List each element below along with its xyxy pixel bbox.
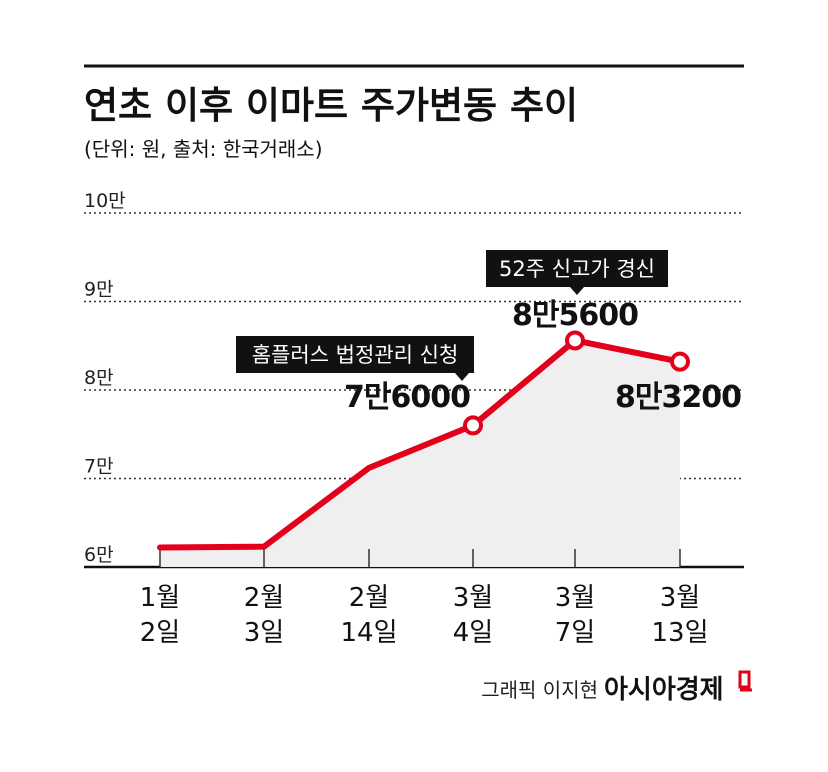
graphic-credit: 그래픽 이지현 [481,678,598,702]
x-label-month: 1월 [140,583,180,613]
y-tick-label: 8만 [84,367,114,389]
value-labels-layer: 7만6000 8만5600 8만3200 [344,298,742,415]
y-tick-label: 9만 [84,279,114,301]
callout-box [486,250,668,287]
x-label-day: 13일 [651,618,708,648]
data-value-label: 7만6000 [344,380,470,415]
chart-subtitle: (단위: 원, 출처: 한국거래소) [84,137,323,161]
data-point-marker [565,330,585,351]
x-label-month: 2월 [244,583,284,613]
data-point-marker [670,351,690,372]
callout-pointer [570,287,584,295]
x-label-day: 14일 [340,618,397,648]
x-label-month: 3월 [555,583,595,613]
data-point-marker [463,415,483,436]
x-label-month: 2월 [349,583,389,613]
x-label-month: 3월 [453,583,493,613]
x-tick-marks [159,549,681,567]
y-tick-label: 10만 [84,190,126,212]
callouts-layer: 홈플러스 법정관리 신청 52주 신고가 경신 [236,250,668,381]
y-tick-label: 7만 [84,456,114,478]
brand-logo: 아시아경제 [604,675,724,705]
series-line [157,337,683,551]
x-label-day: 4일 [453,618,493,648]
data-value-label: 8만3200 [615,380,741,415]
callout-pointer [455,373,469,381]
x-label-day: 3일 [244,618,284,648]
x-label-day: 7일 [555,618,595,648]
chart-title: 연초 이후 이마트 주가변동 추이 [84,84,578,127]
annotation-callout: 홈플러스 법정관리 신청 [236,336,474,381]
x-labels-layer: 1월 2일 2월 3일 2월 14일 3월 4일 3월 7일 3월 13일 [140,583,709,648]
x-label-day: 2일 [140,618,180,648]
callout-text: 52주 신고가 경신 [499,257,655,281]
callout-text: 홈플러스 법정관리 신청 [252,343,459,367]
brand-mark-icon [738,670,752,692]
data-value-label: 8만5600 [512,298,638,333]
y-tick-label: 6만 [84,544,114,566]
callout-box [236,336,474,373]
annotation-callout: 52주 신고가 경신 [486,250,668,295]
x-label-month: 3월 [660,583,700,613]
area-fill [160,340,680,567]
markers-layer [463,330,690,436]
